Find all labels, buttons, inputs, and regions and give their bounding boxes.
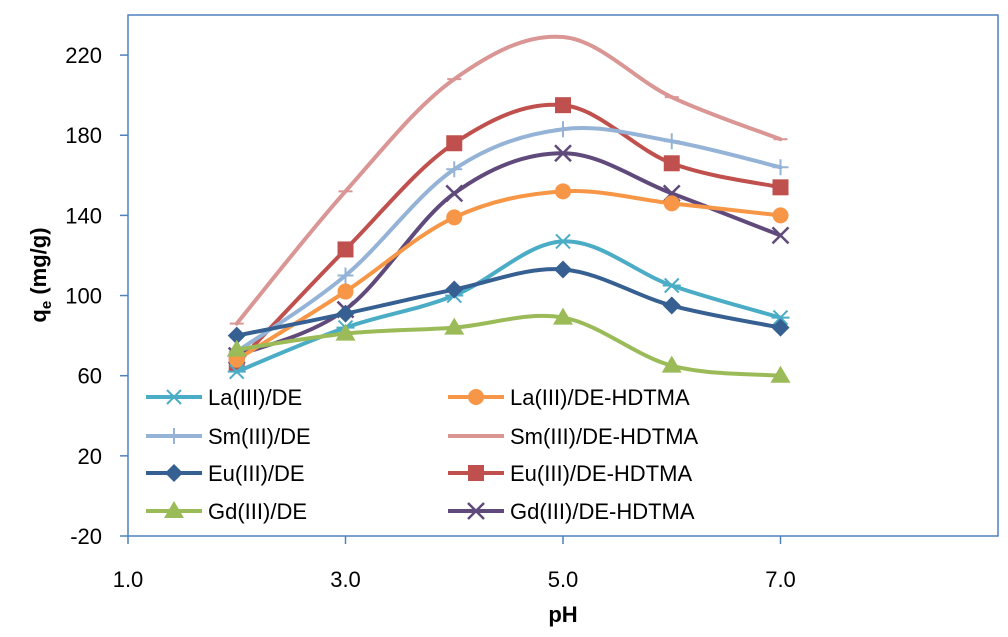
- legend-swatch-marker: [166, 428, 182, 444]
- series-line: [234, 239, 783, 374]
- data-point: [662, 296, 681, 315]
- legend-entry: Eu(III)/DE: [146, 461, 305, 486]
- series-group: [228, 121, 789, 360]
- series-layer: [226, 34, 791, 383]
- y-tick-label: 180: [65, 123, 102, 148]
- data-point: [555, 121, 571, 138]
- data-point: [663, 133, 680, 150]
- legend-swatch-marker: [468, 389, 484, 405]
- legend-label: Sm(III)/DE: [208, 424, 311, 449]
- y-tick-label: 20: [78, 444, 102, 469]
- data-point: [771, 318, 790, 337]
- data-point: [337, 241, 354, 258]
- data-point: [555, 183, 571, 200]
- legend-label: Sm(III)/DE-HDTMA: [510, 424, 699, 449]
- x-axis-title: pH: [548, 602, 577, 627]
- y-tick-label: -20: [70, 524, 102, 549]
- legend-swatch-marker: [165, 464, 183, 482]
- y-axis-title-sub: e: [38, 301, 55, 309]
- y-tick-label: 100: [65, 284, 102, 309]
- series-line: [234, 267, 783, 338]
- legend-label: La(III)/DE-HDTMA: [510, 385, 690, 410]
- data-point: [772, 179, 789, 196]
- y-tick-label: 140: [65, 203, 102, 228]
- data-point: [772, 207, 789, 224]
- series-line: [234, 188, 783, 362]
- y-tick-label: 60: [78, 364, 102, 389]
- y-axis-title: qe (mg/g): [26, 227, 55, 322]
- legend-swatch-marker: [467, 502, 485, 520]
- legend-entry: Gd(III)/DE: [146, 499, 307, 524]
- legend-entry: Sm(III)/DE-HDTMA: [448, 424, 699, 449]
- data-point: [445, 280, 464, 299]
- data-point: [555, 97, 571, 114]
- data-point: [771, 309, 790, 326]
- data-point: [446, 161, 463, 178]
- series-line: [234, 313, 783, 378]
- legend-label: Eu(III)/DE-HDTMA: [510, 461, 692, 486]
- legend-entry: Eu(III)/DE-HDTMA: [448, 461, 692, 486]
- data-point: [446, 135, 463, 152]
- x-tick-label: 7.0: [765, 567, 796, 592]
- data-point: [335, 323, 356, 341]
- data-point: [337, 267, 354, 284]
- x-tick-label: 3.0: [330, 567, 361, 592]
- data-point: [554, 233, 572, 250]
- data-point: [227, 326, 246, 345]
- data-point: [663, 195, 680, 212]
- legend-entry: Sm(III)/DE: [146, 424, 311, 449]
- series-group: [227, 260, 790, 345]
- data-point: [553, 307, 573, 325]
- x-axis: 1.0 3.0 5.0 7.0: [113, 536, 796, 592]
- y-axis: -20 20 60 100 140 180 220: [65, 43, 128, 549]
- data-point: [226, 339, 247, 357]
- data-point: [661, 355, 682, 373]
- series-group: [226, 307, 791, 383]
- data-point: [227, 363, 246, 380]
- legend-label: Eu(III)/DE: [208, 461, 305, 486]
- data-point: [336, 304, 355, 323]
- legend-entry: Gd(III)/DE-HDTMA: [448, 499, 695, 524]
- data-point: [554, 260, 572, 279]
- legend-entry: La(III)/DE-HDTMA: [448, 385, 690, 410]
- legend-label: Gd(III)/DE-HDTMA: [510, 499, 695, 524]
- series-group: [229, 34, 788, 326]
- data-point: [771, 226, 790, 245]
- data-point: [770, 365, 791, 383]
- series-line: [234, 126, 783, 354]
- y-tick-label: 220: [65, 43, 102, 68]
- data-point: [445, 184, 464, 203]
- data-point: [444, 317, 465, 335]
- data-point: [554, 144, 572, 163]
- x-tick-label: 1.0: [113, 567, 144, 592]
- data-point: [772, 159, 789, 176]
- legend-swatch-marker: [468, 465, 484, 481]
- y-axis-title-rest: (mg/g): [26, 227, 51, 300]
- legend-swatch-marker: [164, 501, 184, 518]
- x-tick-label: 5.0: [548, 567, 579, 592]
- legend-label: La(III)/DE: [208, 385, 302, 410]
- data-point: [337, 283, 354, 300]
- legend-swatch-marker: [165, 389, 183, 405]
- data-point: [662, 277, 681, 294]
- legend-entry: La(III)/DE: [146, 385, 302, 410]
- data-point: [446, 209, 463, 226]
- y-axis-title-main: q: [26, 309, 51, 322]
- data-point: [663, 155, 680, 172]
- legend-label: Gd(III)/DE: [208, 499, 307, 524]
- legend: La(III)/DE La(III)/DE-HDTMA Sm(III)/DE Sm(I…: [146, 385, 699, 524]
